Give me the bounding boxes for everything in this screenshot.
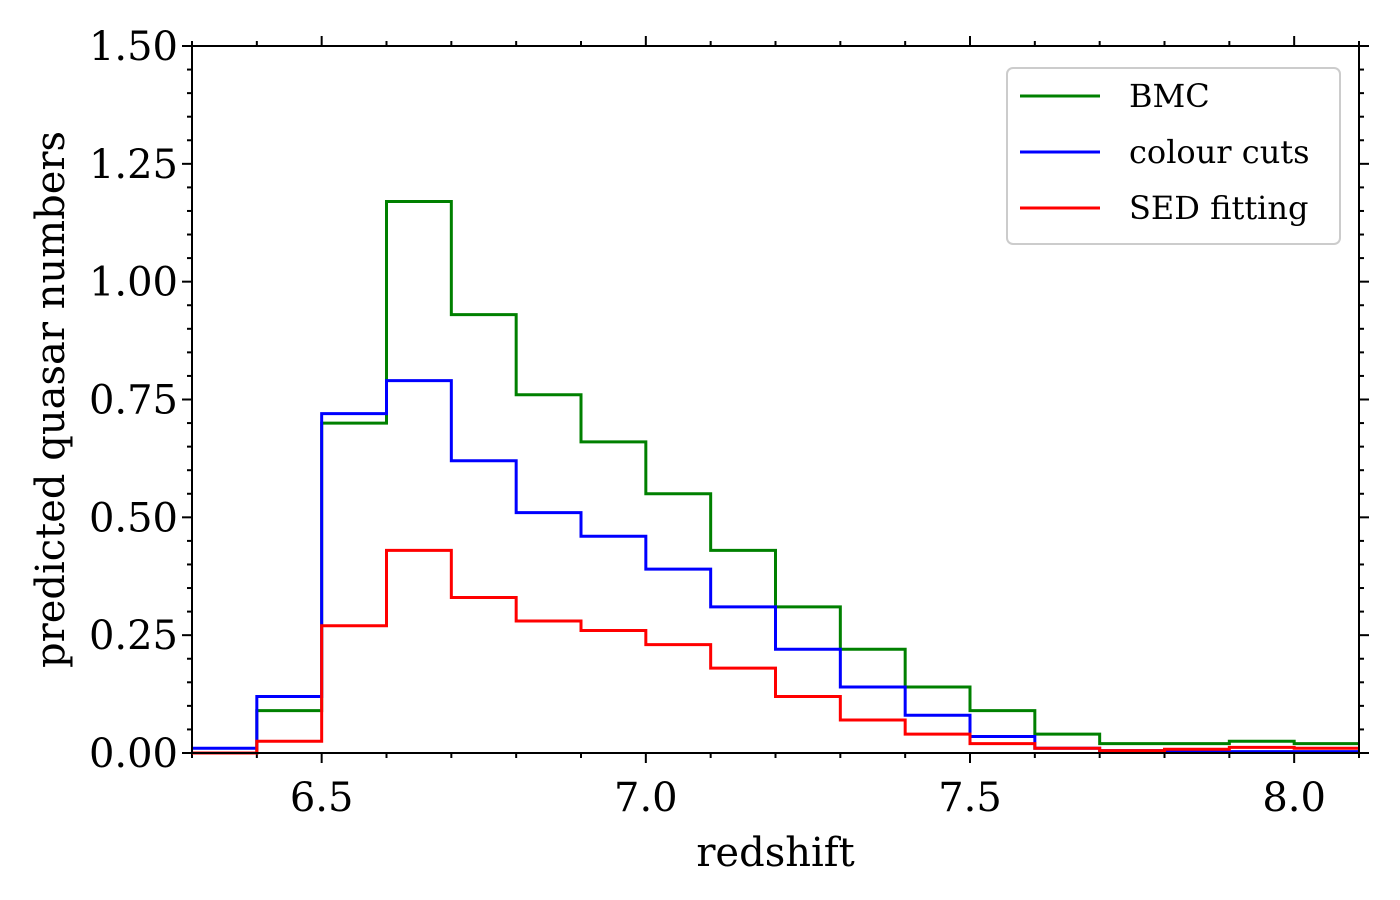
plot-frame xyxy=(191,45,1360,754)
y-tick-label: 0.75 xyxy=(89,378,178,424)
y-tick-label: 1.00 xyxy=(89,260,178,306)
x-tick-label: 7.5 xyxy=(938,775,1002,821)
y-tick-labels: 0.00 0.25 0.50 0.75 1.00 1.25 1.50 xyxy=(89,24,178,777)
series-bmc-line xyxy=(192,200,1359,755)
y-tick-label: 1.50 xyxy=(89,24,178,70)
legend-box xyxy=(1006,67,1341,245)
legend-entries: BMC colour cuts SED fitting xyxy=(1020,77,1310,227)
legend-label-colour-cuts: colour cuts xyxy=(1129,133,1310,171)
x-tick-labels: 6.5 7.0 7.5 8.0 xyxy=(290,775,1326,821)
legend-label-sed-fitting: SED fitting xyxy=(1129,189,1309,227)
y-axis-label: predicted quasar numbers xyxy=(28,131,74,668)
series-layer xyxy=(192,200,1359,755)
y-tick-label: 1.25 xyxy=(89,142,178,188)
legend-label-bmc: BMC xyxy=(1129,77,1210,115)
series-sed-fitting-line xyxy=(192,548,1359,755)
x-tick-label: 8.0 xyxy=(1262,775,1326,821)
y-tick-label: 0.25 xyxy=(89,613,178,659)
y-tick-label: 0.50 xyxy=(89,495,178,541)
x-axis-label: redshift xyxy=(696,830,854,876)
y-tick-label: 0.00 xyxy=(89,731,178,777)
legend: BMC colour cuts SED fitting xyxy=(1006,67,1341,245)
major-ticks xyxy=(182,36,1369,763)
x-tick-label: 7.0 xyxy=(614,775,678,821)
x-tick-label: 6.5 xyxy=(290,775,354,821)
